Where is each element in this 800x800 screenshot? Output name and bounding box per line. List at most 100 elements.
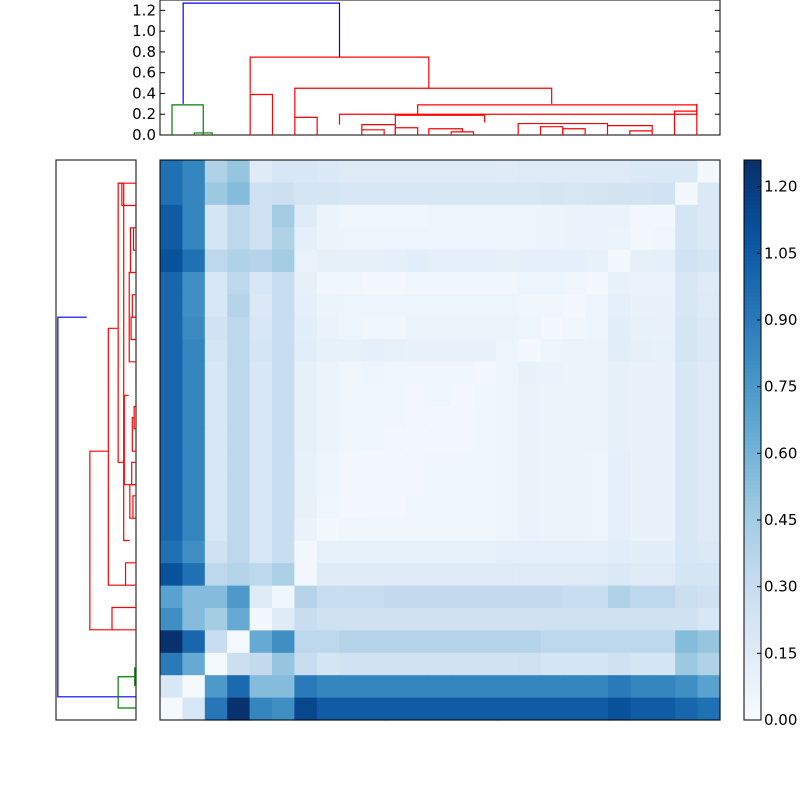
heatmap-cell xyxy=(294,160,318,183)
heatmap-cell xyxy=(428,227,452,251)
heatmap-cell xyxy=(563,406,587,430)
heatmap-cell xyxy=(608,675,631,699)
heatmap-cell xyxy=(675,585,699,609)
heatmap-cell xyxy=(630,361,654,385)
heatmap-cell xyxy=(406,384,430,407)
colorbar-segment xyxy=(744,436,761,441)
heatmap-cell xyxy=(652,227,676,251)
heatmap-cell xyxy=(316,406,340,430)
heatmap-cell xyxy=(160,204,183,228)
heatmap-cell xyxy=(204,652,228,676)
heatmap-cell xyxy=(384,496,407,519)
heatmap-cell xyxy=(697,496,721,519)
heatmap-cell xyxy=(204,563,228,587)
heatmap-cell xyxy=(249,182,273,206)
heatmap-cell xyxy=(272,272,295,295)
heatmap-cell xyxy=(630,272,654,295)
heatmap-cell xyxy=(540,316,564,340)
heatmap-cell xyxy=(249,428,273,452)
heatmap-cell xyxy=(585,563,609,587)
left-dendrogram-link xyxy=(121,182,136,207)
heatmap-cell xyxy=(316,608,340,631)
heatmap-cell xyxy=(428,361,452,385)
top-dendrogram-tick-label: 0.6 xyxy=(132,64,156,82)
top-dendrogram-tick-label: 0.4 xyxy=(132,84,156,102)
heatmap-cell xyxy=(272,160,295,183)
top-dendrogram-link xyxy=(450,131,475,135)
heatmap-cell xyxy=(272,361,295,385)
colorbar-segment xyxy=(744,376,761,381)
heatmap-cell xyxy=(697,652,721,676)
heatmap-cell xyxy=(473,585,497,609)
colorbar-segment xyxy=(744,164,761,169)
heatmap-cell xyxy=(652,451,676,475)
heatmap-cell xyxy=(451,249,475,273)
heatmap-cell xyxy=(496,204,519,228)
heatmap-cell xyxy=(630,630,654,654)
heatmap-cell xyxy=(608,182,631,206)
heatmap-cell xyxy=(697,451,721,475)
colorbar-segment xyxy=(744,576,761,581)
colorbar-segment xyxy=(744,588,761,593)
heatmap-cell xyxy=(249,608,273,631)
heatmap-cell xyxy=(473,294,497,318)
colorbar-segment xyxy=(744,244,761,249)
colorbar-segment xyxy=(744,700,761,705)
heatmap-cell xyxy=(496,608,519,631)
heatmap-cell xyxy=(585,182,609,206)
colorbar-segment xyxy=(744,308,761,313)
heatmap-cell xyxy=(182,272,206,295)
heatmap-cell xyxy=(585,384,609,407)
heatmap-cell xyxy=(540,585,564,609)
heatmap-cell xyxy=(473,249,497,273)
heatmap-cell xyxy=(630,585,654,609)
heatmap-cell xyxy=(406,339,430,363)
heatmap-cell xyxy=(249,316,273,340)
heatmap-cell xyxy=(451,361,475,385)
heatmap-cell xyxy=(473,473,497,497)
heatmap-cell xyxy=(473,204,497,228)
colorbar-segment xyxy=(744,332,761,337)
heatmap-cell xyxy=(361,361,385,385)
heatmap-cell xyxy=(630,563,654,587)
heatmap-cell xyxy=(473,182,497,206)
heatmap-cell xyxy=(585,204,609,228)
heatmap-cell xyxy=(652,630,676,654)
heatmap-cell xyxy=(473,540,497,564)
heatmap-cell xyxy=(630,451,654,475)
heatmap-cell xyxy=(473,608,497,631)
heatmap-cell xyxy=(608,294,631,318)
colorbar-segment xyxy=(744,356,761,361)
heatmap-cell xyxy=(204,451,228,475)
heatmap-cell xyxy=(563,585,587,609)
heatmap-cell xyxy=(227,451,251,475)
heatmap-cell xyxy=(227,563,251,587)
top-dendrogram-link xyxy=(417,104,698,115)
heatmap-cell xyxy=(316,585,340,609)
heatmap-cell xyxy=(675,428,699,452)
colorbar-segment xyxy=(744,292,761,297)
heatmap-cell xyxy=(316,204,340,228)
colorbar-segment xyxy=(744,312,761,317)
heatmap-cell xyxy=(294,540,318,564)
heatmap-cell xyxy=(204,227,228,251)
heatmap-cell xyxy=(540,204,564,228)
heatmap-cell xyxy=(563,697,587,721)
colorbar-segment xyxy=(744,400,761,405)
heatmap-cell xyxy=(384,518,407,542)
top-dendrogram-link xyxy=(394,127,419,135)
heatmap-cell xyxy=(384,473,407,497)
heatmap-cell xyxy=(563,473,587,497)
heatmap-cell xyxy=(518,182,542,206)
heatmap-cell xyxy=(249,294,273,318)
heatmap-cell xyxy=(540,451,564,475)
heatmap-cell xyxy=(204,697,228,721)
heatmap-cell xyxy=(384,272,407,295)
heatmap-cell xyxy=(204,473,228,497)
heatmap-cell xyxy=(182,384,206,407)
heatmap-cell xyxy=(518,473,542,497)
heatmap-cell xyxy=(473,675,497,699)
heatmap-cell xyxy=(339,249,363,273)
heatmap-cell xyxy=(316,272,340,295)
heatmap-cell xyxy=(361,585,385,609)
